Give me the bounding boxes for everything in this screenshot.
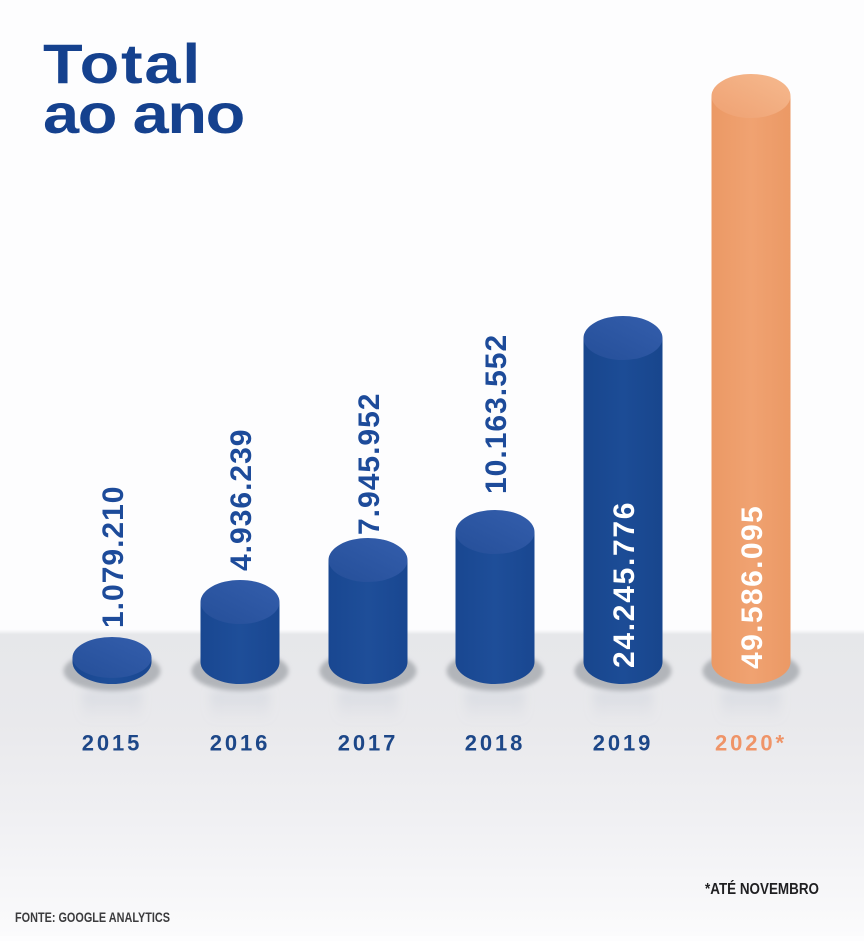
svg-text:49.586.095: 49.586.095	[736, 505, 769, 669]
svg-text:ao ano: ao ano	[43, 82, 244, 145]
svg-text:24.245.776: 24.245.776	[608, 501, 641, 668]
svg-text:4.936.239: 4.936.239	[225, 429, 258, 571]
svg-text:2016: 2016	[210, 731, 271, 756]
svg-text:2015: 2015	[82, 731, 143, 756]
svg-text:2019: 2019	[593, 731, 654, 756]
svg-text:Total: Total	[43, 32, 202, 95]
svg-text:2020*: 2020*	[715, 731, 787, 756]
svg-text:*ATÉ NOVEMBRO: *ATÉ NOVEMBRO	[705, 879, 819, 898]
svg-text:FONTE: GOOGLE ANALYTICS: FONTE: GOOGLE ANALYTICS	[15, 909, 170, 925]
svg-text:10.163.552: 10.163.552	[480, 334, 513, 494]
svg-text:2017: 2017	[338, 731, 399, 756]
svg-text:7.945.952: 7.945.952	[353, 393, 386, 535]
svg-text:1.079.210: 1.079.210	[97, 486, 130, 628]
svg-text:2018: 2018	[465, 731, 526, 756]
